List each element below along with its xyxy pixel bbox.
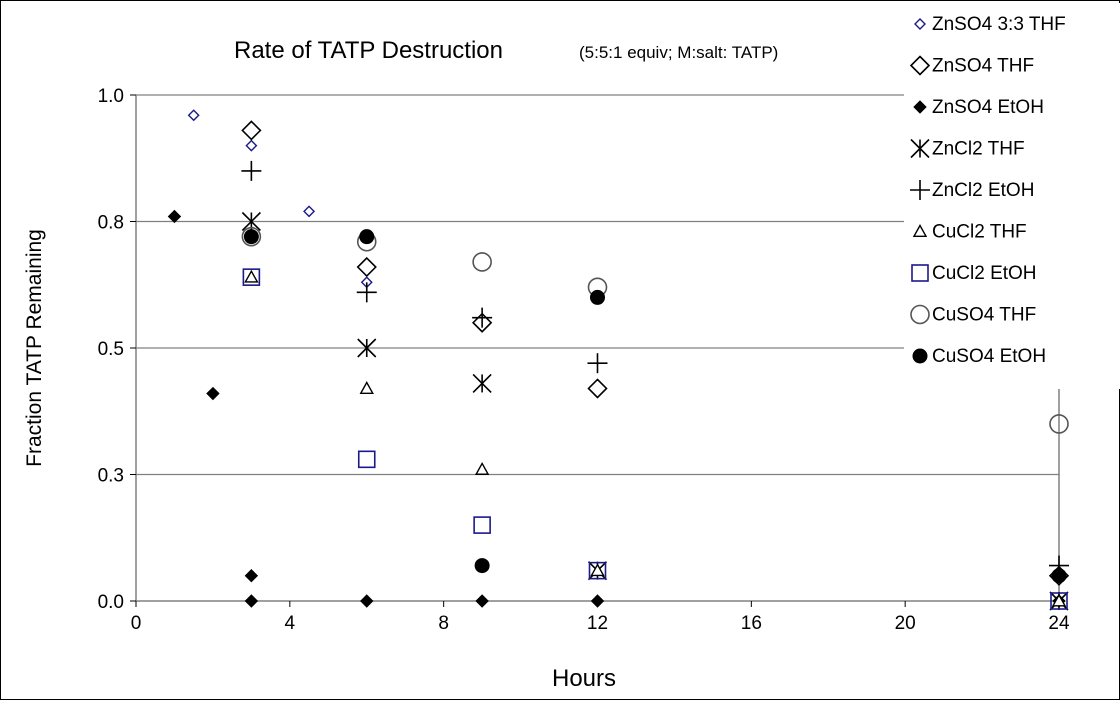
y-tick-label: 0.0 <box>98 592 124 613</box>
legend-box <box>904 3 1120 389</box>
x-tick-label: 4 <box>285 613 296 634</box>
legend-item: ZnSO4 EtOH <box>913 97 1044 118</box>
x-axis-label: Hours <box>552 665 616 692</box>
data-point <box>1051 593 1067 607</box>
y-tick-label: 0.5 <box>98 339 124 360</box>
data-point <box>242 268 261 286</box>
legend-label: CuCl2 THF <box>932 222 1027 243</box>
data-point <box>474 461 490 475</box>
legend-marker <box>912 348 928 364</box>
data-point <box>588 561 607 580</box>
data-point <box>244 568 259 583</box>
legend-marker <box>910 304 930 325</box>
data-point <box>360 594 374 608</box>
data-point <box>590 289 605 305</box>
legend-label: ZnSO4 3:3 THF <box>932 14 1066 35</box>
data-point <box>244 594 259 608</box>
legend-label: CuSO4 THF <box>932 305 1036 326</box>
data-point <box>587 378 608 399</box>
data-point <box>356 282 377 303</box>
y-tick-label: 0.3 <box>98 466 124 487</box>
legend-label: ZnCl2 THF <box>932 139 1025 160</box>
y-tick-label: 0.8 <box>98 213 124 234</box>
legend-marker <box>913 100 927 114</box>
legend-item: ZnSO4 THF <box>909 55 1034 77</box>
legend-marker <box>912 224 928 238</box>
data-point <box>472 252 492 272</box>
data-point <box>473 516 491 534</box>
data-point <box>472 307 493 328</box>
legend-item: CuCl2 THF <box>912 222 1027 243</box>
data-point <box>474 558 490 574</box>
data-points <box>167 109 1070 611</box>
legend-label: ZnSO4 EtOH <box>932 97 1044 118</box>
legend-marker <box>910 180 930 200</box>
legend-marker <box>909 55 931 76</box>
legend-item: CuCl2 EtOH <box>911 263 1037 284</box>
data-point <box>359 381 374 394</box>
legend-label: CuSO4 EtOH <box>932 346 1046 367</box>
y-tick-label: 1.0 <box>98 86 124 107</box>
data-point <box>475 594 489 608</box>
legend-label: ZnCl2 EtOH <box>932 180 1034 201</box>
data-point <box>241 160 262 181</box>
x-tick-label: 24 <box>1048 613 1070 634</box>
x-tick-label: 16 <box>741 613 762 634</box>
chart-subtitle: (5:5:1 equiv; M:salt: TATP) <box>579 43 778 62</box>
data-point <box>359 229 375 245</box>
legend-label: ZnSO4 THF <box>932 56 1034 77</box>
data-point <box>357 450 376 469</box>
data-point <box>357 338 377 358</box>
data-point <box>587 353 608 374</box>
data-point <box>1051 568 1067 584</box>
data-point <box>1050 592 1068 610</box>
x-tick-label: 20 <box>895 613 916 634</box>
data-point <box>590 563 605 577</box>
legend-label: CuCl2 EtOH <box>932 263 1037 284</box>
legend-item: ZnCl2 THF <box>910 138 1025 160</box>
data-point <box>187 109 200 122</box>
chart-title: Rate of TATP Destruction <box>234 37 503 64</box>
legend-item: CuSO4 THF <box>910 304 1036 326</box>
data-point <box>303 205 316 218</box>
x-tick-label: 12 <box>587 613 608 634</box>
legend-item: ZnCl2 EtOH <box>910 180 1034 201</box>
x-tick-label: 8 <box>438 613 449 634</box>
data-point <box>206 386 220 401</box>
data-point <box>1049 414 1069 434</box>
legend: ZnSO4 3:3 THF ZnSO4 THF ZnSO4 EtOH ZnCl2 TH… <box>904 3 1120 389</box>
data-point <box>245 139 258 152</box>
data-point <box>244 269 259 283</box>
legend-item: ZnSO4 3:3 THF <box>914 14 1066 35</box>
x-tick-labels: 0 4 8 12 16 20 24 <box>131 601 1070 634</box>
legend-marker <box>914 18 926 30</box>
legend-item: CuSO4 EtOH <box>912 346 1046 367</box>
legend-marker <box>910 138 930 159</box>
data-point <box>472 373 492 393</box>
x-tick-label: 0 <box>131 613 142 634</box>
data-point <box>356 256 377 278</box>
y-axis-label: Fraction TATP Remaining <box>23 229 46 467</box>
data-point <box>167 209 182 224</box>
data-point <box>590 594 605 608</box>
data-point <box>243 229 259 245</box>
data-point <box>241 226 262 247</box>
data-point <box>241 120 262 141</box>
legend-marker <box>911 264 929 282</box>
y-tick-labels: 0.0 0.3 0.5 0.8 1.0 <box>98 86 136 613</box>
